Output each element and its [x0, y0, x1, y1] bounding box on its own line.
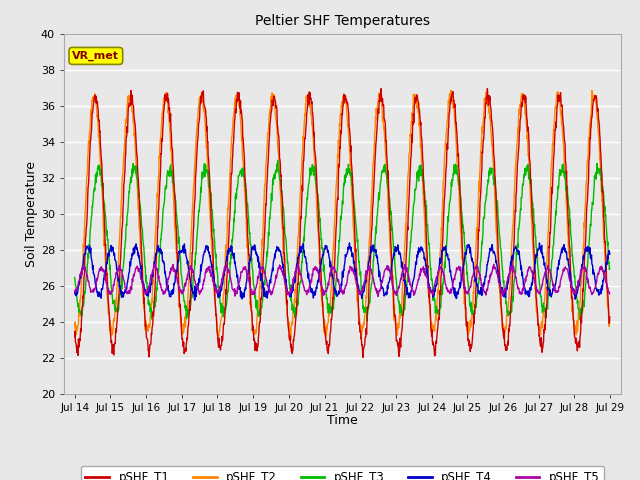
pSHF_T1: [177, 312, 184, 318]
pSHF_T1: [71, 334, 79, 340]
Line: pSHF_T3: pSHF_T3: [75, 160, 610, 321]
Line: pSHF_T1: pSHF_T1: [75, 89, 610, 358]
pSHF_T5: [490, 261, 497, 267]
pSHF_T2: [606, 320, 614, 325]
pSHF_T3: [177, 260, 184, 265]
pSHF_T1: [543, 302, 551, 308]
pSHF_T5: [250, 291, 257, 297]
pSHF_T1: [190, 224, 198, 230]
pSHF_T5: [71, 288, 79, 294]
pSHF_T4: [250, 247, 258, 252]
pSHF_T1: [359, 355, 367, 360]
pSHF_T2: [71, 324, 79, 329]
pSHF_T4: [543, 280, 551, 286]
pSHF_T4: [190, 290, 198, 296]
pSHF_T4: [606, 252, 614, 257]
pSHF_T2: [543, 256, 551, 262]
pSHF_T5: [190, 271, 198, 277]
X-axis label: Time: Time: [327, 414, 358, 427]
pSHF_T1: [484, 86, 492, 92]
pSHF_T5: [426, 285, 433, 290]
Line: pSHF_T5: pSHF_T5: [75, 264, 610, 297]
pSHF_T3: [606, 266, 614, 272]
pSHF_T3: [426, 252, 434, 258]
pSHF_T4: [346, 240, 353, 246]
pSHF_T3: [363, 318, 371, 324]
pSHF_T2: [190, 183, 198, 189]
pSHF_T2: [287, 337, 294, 343]
pSHF_T5: [496, 282, 504, 288]
Line: pSHF_T2: pSHF_T2: [75, 90, 610, 340]
pSHF_T5: [606, 291, 614, 297]
pSHF_T2: [177, 320, 184, 326]
pSHF_T3: [543, 304, 551, 310]
pSHF_T3: [71, 275, 79, 280]
pSHF_T5: [177, 288, 184, 294]
pSHF_T3: [274, 157, 282, 163]
pSHF_T1: [250, 330, 257, 336]
Y-axis label: Soil Temperature: Soil Temperature: [25, 161, 38, 266]
Text: VR_met: VR_met: [72, 51, 119, 61]
pSHF_T2: [496, 285, 504, 291]
pSHF_T2: [447, 87, 455, 93]
pSHF_T3: [250, 282, 257, 288]
pSHF_T2: [250, 327, 257, 333]
pSHF_T5: [374, 294, 382, 300]
pSHF_T2: [426, 303, 433, 309]
pSHF_T4: [426, 287, 434, 292]
pSHF_T4: [191, 297, 198, 303]
pSHF_T3: [190, 276, 198, 281]
pSHF_T4: [177, 249, 184, 254]
pSHF_T4: [71, 291, 79, 297]
Line: pSHF_T4: pSHF_T4: [75, 243, 610, 300]
pSHF_T3: [496, 234, 504, 240]
pSHF_T5: [543, 266, 551, 272]
pSHF_T1: [606, 314, 614, 320]
pSHF_T1: [496, 273, 504, 279]
Title: Peltier SHF Temperatures: Peltier SHF Temperatures: [255, 14, 430, 28]
pSHF_T4: [496, 278, 504, 284]
Legend: pSHF_T1, pSHF_T2, pSHF_T3, pSHF_T4, pSHF_T5: pSHF_T1, pSHF_T2, pSHF_T3, pSHF_T4, pSHF…: [81, 466, 604, 480]
pSHF_T1: [426, 291, 433, 297]
